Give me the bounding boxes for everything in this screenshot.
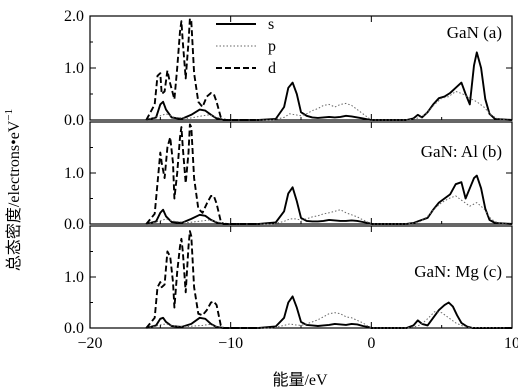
series-line-p [146, 195, 513, 225]
series-line-d [145, 230, 259, 329]
x-tick-label: 0 [367, 335, 375, 352]
y-tick-label: 0.0 [64, 112, 84, 129]
legend-label-s: s [268, 16, 274, 33]
series-line-s [146, 295, 512, 329]
panel-label: GaN: Al (b) [421, 142, 502, 161]
x-tick-label: −10 [218, 335, 243, 352]
series-line-s [146, 51, 513, 121]
legend-label-p: p [268, 38, 276, 55]
y-tick-label: 1.0 [64, 165, 84, 182]
y-axis-title-sup: −1 [3, 109, 15, 121]
panel-1: 0.0 1.0 2.0 GaN (a) [64, 8, 513, 129]
y-tick-label: 0.0 [64, 320, 84, 337]
x-axis-title: 能量/eV [272, 371, 328, 389]
y-tick-label: 0.0 [64, 216, 84, 233]
panel-label: GaN: Mg (c) [414, 262, 502, 281]
series-line-p [146, 311, 513, 329]
y-axis-title: 总态密度/electrons•eV−1 [3, 109, 23, 271]
x-tick-label: −20 [77, 335, 102, 352]
panel-3: 0.0 1.0 GaN: Mg (c) [64, 225, 513, 337]
series-line-d [145, 17, 259, 121]
series-line-d [145, 123, 259, 225]
x-tick-label: 10 [504, 335, 518, 352]
series-line-s [146, 174, 513, 225]
y-tick-label: 1.0 [64, 269, 84, 286]
y-tick-label: 2.0 [64, 8, 84, 25]
legend-label-d: d [268, 60, 276, 77]
panel-2: 0.0 1.0 GaN: Al (b) [64, 121, 513, 233]
panel-frame [89, 121, 513, 225]
y-axis-title-group: 总态密度/electrons•eV−1 [3, 109, 23, 271]
y-tick-label: 1.0 [64, 60, 84, 77]
legend: spd [216, 16, 276, 77]
series-line-p [146, 90, 513, 121]
panel-label: GaN (a) [447, 23, 502, 42]
y-axis-title-main: 总态密度/electrons•eV [5, 120, 23, 271]
